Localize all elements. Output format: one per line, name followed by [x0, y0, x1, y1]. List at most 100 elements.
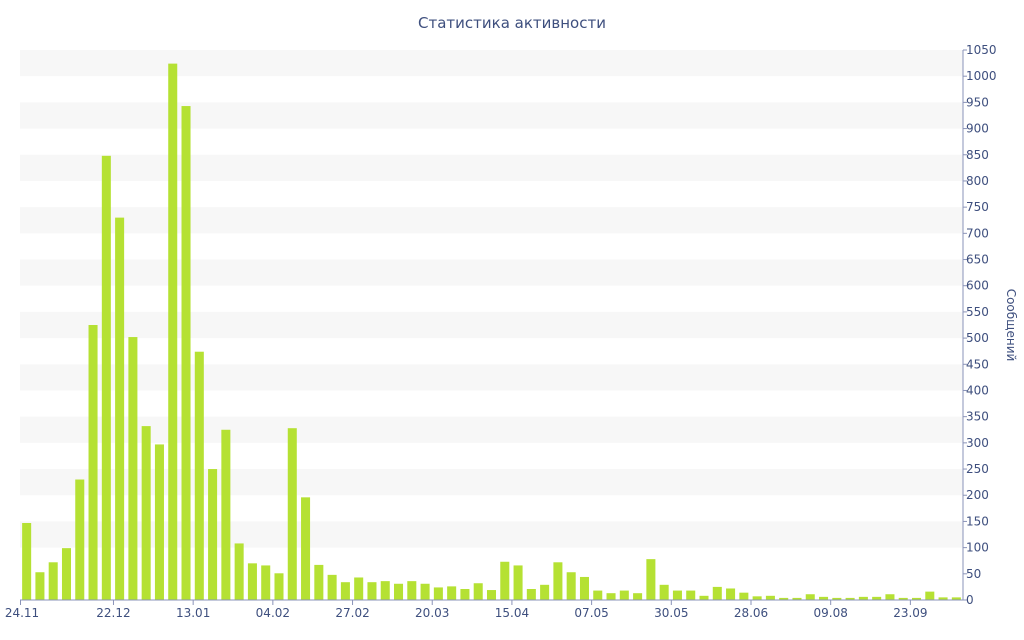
bar — [912, 597, 922, 600]
y-tick-label: 450 — [966, 357, 989, 371]
bar — [805, 594, 815, 600]
x-tick-label: 13.01 — [176, 606, 210, 620]
bars — [22, 63, 961, 601]
y-tick-label: 350 — [966, 410, 989, 424]
chart-title: Статистика активности — [418, 14, 606, 32]
bar — [606, 593, 616, 600]
bar — [526, 589, 536, 600]
bar — [128, 337, 138, 600]
x-tick-label: 20.03 — [415, 606, 449, 620]
bar — [898, 597, 908, 600]
bar — [540, 584, 550, 600]
bar — [420, 583, 430, 600]
y-tick-label: 550 — [966, 305, 989, 319]
bar — [234, 543, 244, 600]
bar — [274, 573, 284, 600]
bar — [287, 428, 297, 600]
bar — [433, 587, 443, 600]
bar — [739, 592, 749, 600]
grid-band — [20, 154, 963, 181]
x-tick-label: 22.12 — [96, 606, 130, 620]
grid-band — [20, 102, 963, 129]
y-tick-label: 300 — [966, 436, 989, 450]
bar — [619, 590, 629, 600]
x-tick-label: 27.02 — [335, 606, 369, 620]
grid-band — [20, 207, 963, 234]
y-tick-label: 1050 — [966, 43, 997, 57]
grid-band — [20, 259, 963, 286]
bar — [672, 590, 682, 600]
bar — [925, 591, 935, 600]
y-tick-label: 950 — [966, 95, 989, 109]
bar — [752, 596, 762, 600]
bar — [141, 426, 151, 600]
x-tick-label: 24.11 — [5, 606, 39, 620]
y-axis-label: Сообщений — [1004, 289, 1018, 362]
bar — [553, 562, 563, 600]
bar — [154, 444, 164, 600]
bar — [22, 523, 32, 600]
axes: 0 50 100 150 200 250 300 350 400 450 500 550 600 650 7… — [5, 43, 997, 620]
y-tick-label: 650 — [966, 253, 989, 267]
grid-band — [20, 311, 963, 339]
y-tick-label: 0 — [966, 593, 974, 607]
bar — [88, 325, 98, 600]
y-tick-label: 800 — [966, 174, 989, 188]
bar — [779, 597, 789, 600]
y-tick-label: 1000 — [966, 69, 997, 83]
bar — [646, 559, 656, 600]
bar — [938, 597, 948, 600]
bar — [712, 586, 722, 600]
bar — [247, 563, 257, 600]
bar — [579, 576, 589, 600]
bar — [394, 583, 404, 600]
bar — [221, 429, 231, 600]
bar — [858, 596, 868, 600]
bar — [115, 217, 125, 600]
bar — [181, 106, 191, 601]
bar — [885, 594, 895, 600]
bar — [872, 596, 882, 600]
x-tick-label: 09.08 — [814, 606, 848, 620]
grid-band — [20, 364, 963, 391]
y-tick-label: 850 — [966, 148, 989, 162]
bar — [845, 597, 855, 600]
bar — [327, 574, 337, 600]
bar — [951, 597, 961, 600]
bar — [500, 561, 510, 600]
bar — [513, 565, 523, 600]
bar — [566, 572, 576, 600]
bar — [367, 582, 377, 600]
bar — [208, 469, 218, 600]
x-tick-label: 04.02 — [256, 606, 290, 620]
bar — [48, 562, 58, 600]
y-tick-label: 150 — [966, 514, 989, 528]
bar — [473, 583, 483, 600]
bar — [659, 584, 669, 600]
y-tick-label: 250 — [966, 462, 989, 476]
x-tick-label: 15.04 — [495, 606, 529, 620]
y-tick-label: 100 — [966, 541, 989, 555]
y-tick-label: 200 — [966, 488, 989, 502]
bar — [340, 582, 350, 600]
bar — [593, 590, 603, 600]
bar — [792, 597, 802, 600]
bar — [819, 596, 829, 600]
bar — [633, 593, 643, 600]
bar — [380, 581, 390, 600]
grid-band — [20, 50, 963, 77]
bar — [101, 155, 111, 600]
bar — [168, 63, 178, 601]
y-tick-label: 50 — [966, 567, 981, 581]
bar — [261, 565, 271, 600]
bar — [726, 588, 736, 600]
x-tick-label: 07.05 — [574, 606, 608, 620]
bar — [686, 590, 696, 600]
x-tick-label: 28.06 — [734, 606, 768, 620]
bar — [832, 597, 842, 600]
bar — [314, 564, 324, 600]
bar — [75, 479, 85, 600]
bar — [35, 572, 45, 600]
y-tick-label: 750 — [966, 200, 989, 214]
